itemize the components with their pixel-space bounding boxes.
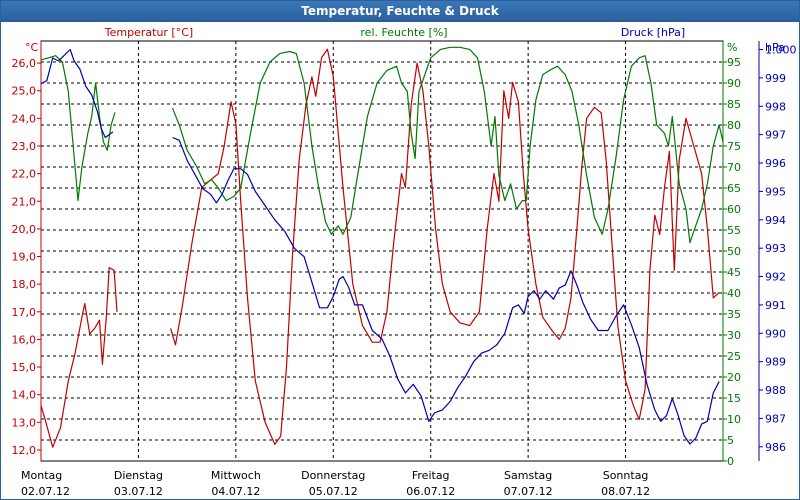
hum-unit-label: % xyxy=(727,41,737,54)
temp-tick-label: 25,0 xyxy=(12,85,37,98)
pressure-line xyxy=(172,136,720,445)
date-label: 07.07.12 xyxy=(504,485,553,498)
press-tick-label: 996 xyxy=(765,157,786,170)
temp-tick-label: 23,0 xyxy=(12,140,37,153)
hum-tick-label: 55 xyxy=(727,224,741,237)
day-label: Mittwoch xyxy=(211,469,261,482)
temp-tick-label: 26,0 xyxy=(12,57,37,70)
hum-tick-label: 95 xyxy=(727,56,741,69)
temperature-line xyxy=(170,48,720,445)
hum-tick-label: 90 xyxy=(727,77,741,90)
hum-tick-label: 0 xyxy=(727,455,734,468)
press-tick-label: 988 xyxy=(765,384,786,397)
hum-tick-label: 45 xyxy=(727,266,741,279)
temp-tick-label: 20,0 xyxy=(12,223,37,236)
date-label: 05.07.12 xyxy=(309,485,358,498)
temp-unit-label: °C xyxy=(25,41,39,54)
hum-tick-label: 65 xyxy=(727,182,741,195)
press-tick-label: 991 xyxy=(765,299,786,312)
temp-tick-label: 18,0 xyxy=(12,278,37,291)
temp-tick-label: 16,0 xyxy=(12,333,37,346)
press-tick-label: 986 xyxy=(765,441,786,454)
temp-tick-label: 15,0 xyxy=(12,361,37,374)
press-tick-label: 994 xyxy=(765,214,786,227)
hum-tick-label: 75 xyxy=(727,140,741,153)
day-label: Dienstag xyxy=(114,469,163,482)
hum-tick-label: 5 xyxy=(727,434,734,447)
date-label: 04.07.12 xyxy=(211,485,260,498)
humidity-line xyxy=(40,55,116,202)
hum-tick-label: 60 xyxy=(727,203,741,216)
temp-tick-label: 24,0 xyxy=(12,112,37,125)
temp-tick-label: 21,0 xyxy=(12,195,37,208)
hum-tick-label: 50 xyxy=(727,245,741,258)
temp-tick-label: 12,0 xyxy=(12,444,37,457)
press-tick-label: 990 xyxy=(765,327,786,340)
press-tick-label: 998 xyxy=(765,100,786,113)
date-label: 03.07.12 xyxy=(114,485,163,498)
pressure-line xyxy=(40,48,114,139)
temp-axis-title: Temperatur [°C] xyxy=(104,26,193,39)
temp-tick-label: 22,0 xyxy=(12,168,37,181)
hum-tick-label: 15 xyxy=(727,392,741,405)
temp-tick-label: 17,0 xyxy=(12,306,37,319)
day-label: Freitag xyxy=(412,469,450,482)
press-tick-label: 993 xyxy=(765,242,786,255)
hum-tick-label: 85 xyxy=(727,98,741,111)
humidity-line xyxy=(171,46,724,244)
hum-tick-label: 10 xyxy=(727,413,741,426)
day-label: Sonntag xyxy=(603,469,649,482)
day-label: Montag xyxy=(21,469,62,482)
hum-tick-label: 20 xyxy=(727,371,741,384)
hum-tick-label: 40 xyxy=(727,287,741,300)
temp-tick-label: 14,0 xyxy=(12,389,37,402)
press-tick-label: 995 xyxy=(765,185,786,198)
day-label: Samstag xyxy=(504,469,552,482)
day-label: Donnerstag xyxy=(301,469,365,482)
hum-tick-label: 70 xyxy=(727,161,741,174)
temp-tick-label: 19,0 xyxy=(12,251,37,264)
press-tick-label: 987 xyxy=(765,412,786,425)
press-axis-title: Druck [hPa] xyxy=(621,26,685,39)
press-unit-label: hPa xyxy=(765,41,785,54)
chart-title: Temperatur, Feuchte & Druck xyxy=(1,1,799,22)
press-tick-label: 997 xyxy=(765,129,786,142)
press-tick-label: 1.000 xyxy=(765,44,797,57)
press-tick-label: 992 xyxy=(765,271,786,284)
plot-area xyxy=(40,40,724,462)
hum-tick-label: 30 xyxy=(727,329,741,342)
hum-tick-label: 35 xyxy=(727,308,741,321)
date-label: 08.07.12 xyxy=(601,485,650,498)
hum-tick-label: 80 xyxy=(727,119,741,132)
date-label: 02.07.12 xyxy=(21,485,70,498)
press-tick-label: 989 xyxy=(765,356,786,369)
date-label: 06.07.12 xyxy=(406,485,455,498)
temp-tick-label: 13,0 xyxy=(12,416,37,429)
hum-tick-label: 25 xyxy=(727,350,741,363)
temperature-line xyxy=(40,267,118,448)
hum-axis-title: rel. Feuchte [%] xyxy=(360,26,447,39)
press-tick-label: 999 xyxy=(765,72,786,85)
